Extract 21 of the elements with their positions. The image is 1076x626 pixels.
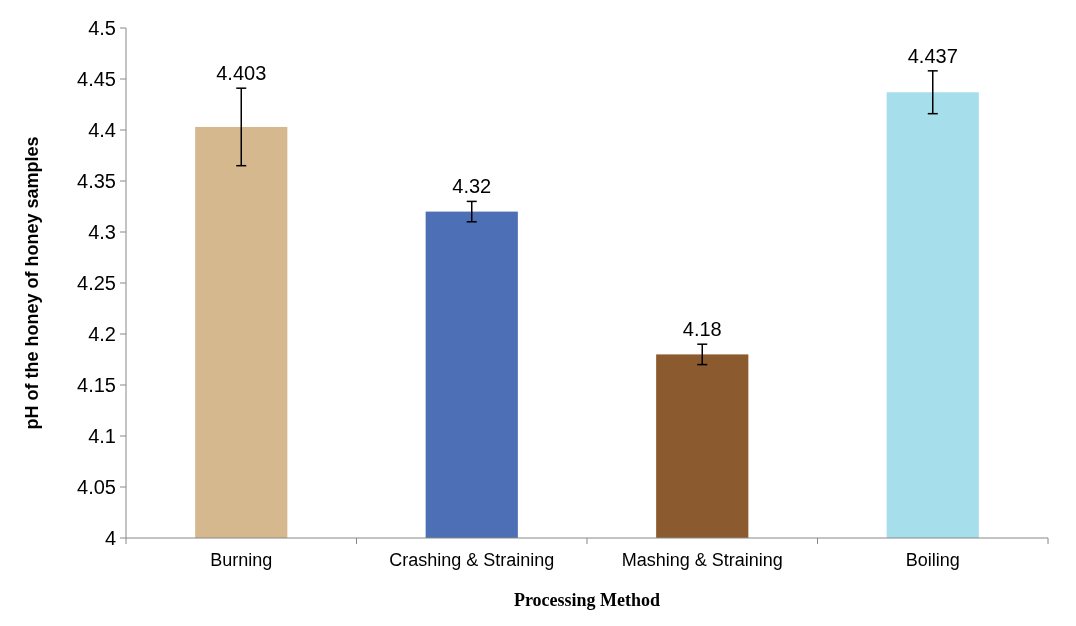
data-label: 4.18 bbox=[682, 318, 722, 341]
y-tick-label: 4.4 bbox=[88, 119, 116, 141]
y-tick-label: 4.05 bbox=[77, 476, 116, 498]
y-tick-label: 4.3 bbox=[88, 221, 116, 243]
y-tick-label: 4.45 bbox=[77, 68, 116, 90]
data-label: 4.403 bbox=[216, 62, 267, 85]
x-axis-title: Processing Method bbox=[513, 590, 661, 610]
y-tick-label: 4.2 bbox=[88, 323, 116, 345]
x-tick-label: Mashing & Straining bbox=[621, 550, 783, 570]
x-tick-label: Burning bbox=[210, 550, 273, 570]
y-axis-title: pH of the honey of honey samples bbox=[22, 136, 42, 430]
x-tick-label: Boiling bbox=[905, 550, 960, 570]
y-tick-label: 4.5 bbox=[88, 17, 116, 39]
x-tick-label: Crashing & Straining bbox=[389, 550, 555, 570]
data-label: 4.437 bbox=[907, 44, 958, 67]
y-tick-label: 4.35 bbox=[77, 170, 116, 192]
y-tick-label: 4 bbox=[104, 527, 116, 549]
y-tick-label: 4.15 bbox=[77, 374, 116, 396]
y-tick-label: 4.25 bbox=[77, 272, 116, 294]
data-label: 4.32 bbox=[452, 175, 492, 198]
y-tick-label: 4.1 bbox=[88, 425, 116, 447]
